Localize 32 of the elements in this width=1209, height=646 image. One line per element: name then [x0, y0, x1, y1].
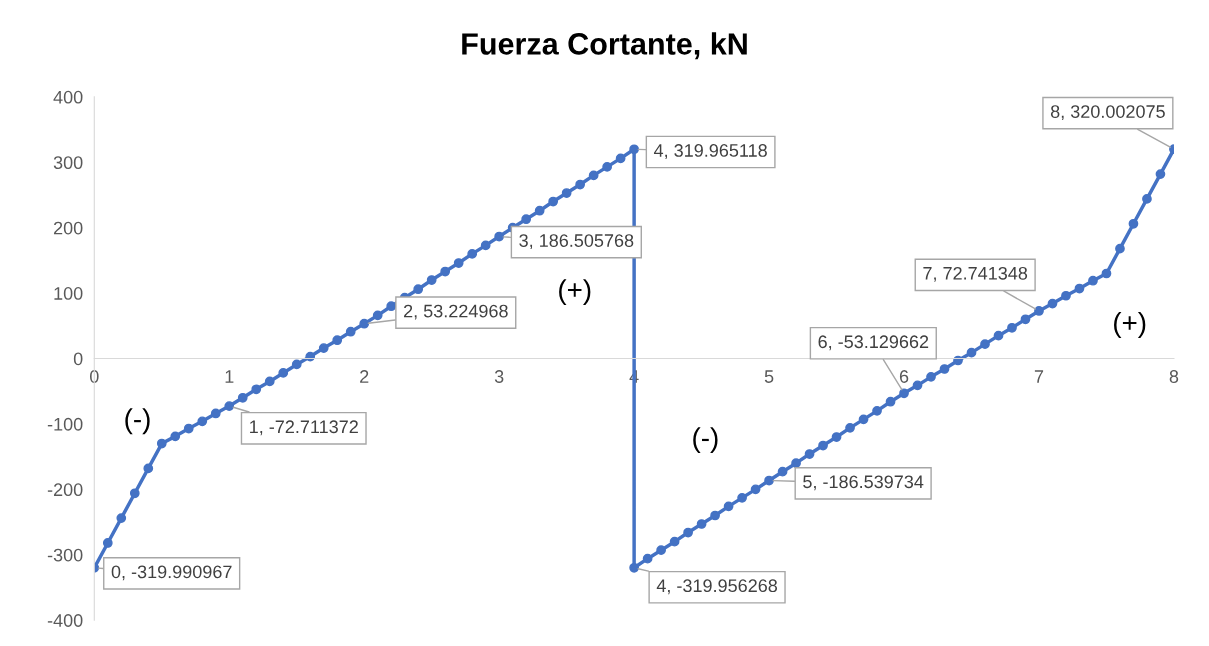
annotation: (-) — [125, 408, 150, 435]
annotation: 0, -319.990967 — [111, 565, 232, 581]
annotation: 8, 320.002075 — [1050, 105, 1165, 121]
x-tick-label: 3 — [494, 370, 504, 383]
annotation: 3, 186.505768 — [519, 234, 634, 250]
x-tick-label: 5 — [764, 370, 774, 383]
y-tick-label: -200 — [47, 483, 83, 497]
x-tick-label: 2 — [360, 370, 369, 383]
annotation: 5, -186.539734 — [803, 475, 924, 491]
y-tick-label: 0 — [73, 352, 83, 366]
y-tick-label: -400 — [47, 614, 83, 627]
annotation: (+) — [1114, 312, 1146, 338]
y-tick-label: -100 — [47, 417, 83, 431]
chart-title: Fuerza Cortante, kN — [462, 32, 747, 60]
y-tick-label: 400 — [53, 90, 83, 104]
x-tick-label: 7 — [1034, 370, 1044, 383]
annotation: 4, 319.965118 — [653, 144, 767, 160]
annotation: (-) — [693, 427, 718, 454]
y-tick-label: 200 — [53, 221, 83, 235]
annotation: 4, -319.956268 — [656, 579, 778, 595]
annotation: (+) — [559, 279, 591, 306]
x-tick-label: 1 — [225, 370, 234, 383]
y-tick-label: 100 — [54, 287, 83, 300]
x-tick-label: 8 — [1169, 370, 1179, 383]
y-tick-label: -300 — [47, 548, 83, 562]
annotation: 6, -53.129662 — [818, 335, 929, 351]
annotation: 1, -72.711372 — [250, 420, 358, 436]
annotation: 2, 53.224968 — [404, 304, 508, 320]
y-tick-label: 300 — [53, 156, 83, 170]
annotation: 7, 72.741348 — [923, 266, 1028, 282]
x-tick-label: 6 — [899, 370, 909, 383]
x-tick-label: 0 — [89, 370, 99, 383]
